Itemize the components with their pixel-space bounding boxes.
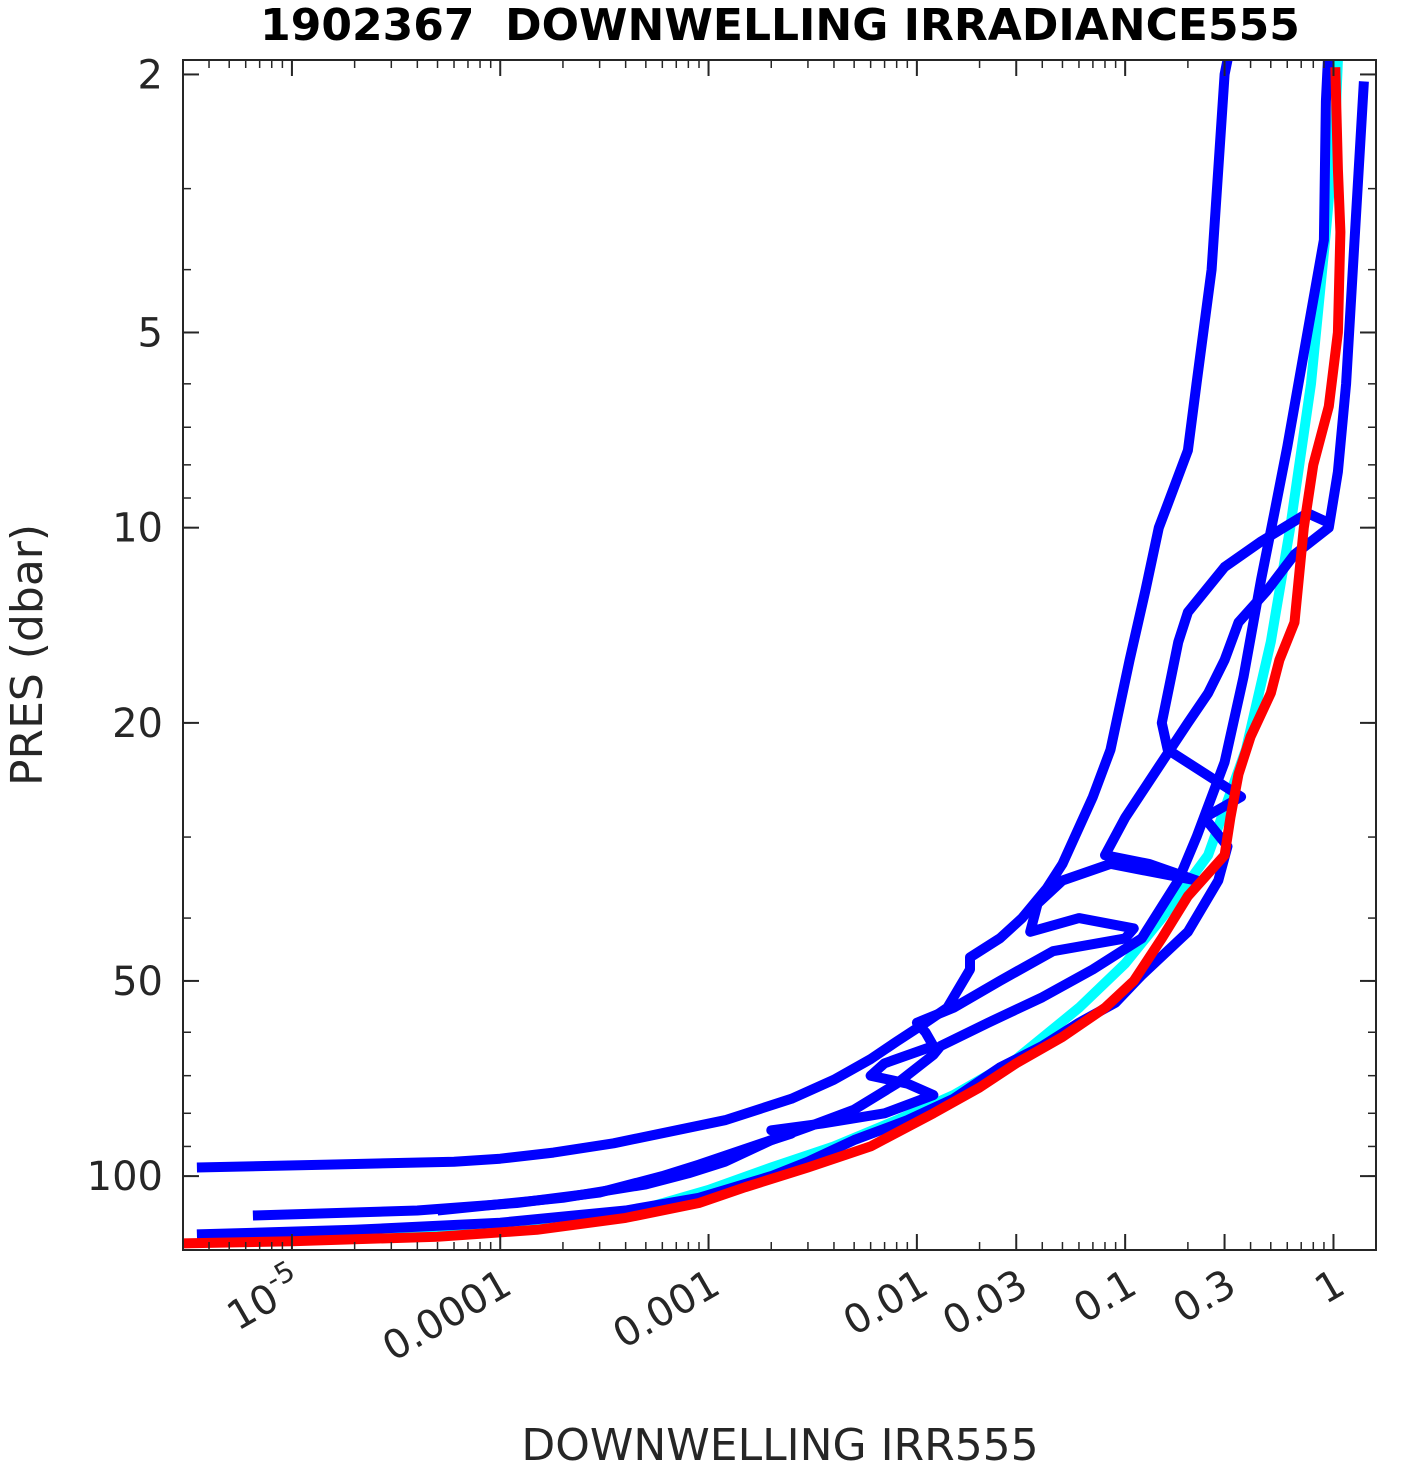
chart-title: 1902367 DOWNWELLING IRRADIANCE555 [260,0,1300,51]
x-tick-label: 0.001 [605,1261,727,1358]
series-line-3 [252,59,1333,1221]
y-tick-label: 10 [112,506,163,552]
series-line-2 [196,59,1233,1173]
y-tick-label: 100 [87,1154,163,1200]
x-tick-label: 0.01 [836,1261,936,1345]
y-minor-ticks [183,73,1376,1177]
x-tick-label: 1 [1307,1261,1352,1314]
series-layer [182,59,1369,1249]
y-tick-label: 2 [138,52,163,98]
x-tick-label: 0.0001 [375,1261,519,1371]
x-tick-label: 10-5 [216,1254,311,1340]
x-tick-label: 0.1 [1066,1261,1144,1333]
x-tick-label: 0.03 [935,1261,1035,1345]
x-axis-label: DOWNWELLING IRR555 [521,1420,1038,1464]
series-line-6 [182,67,1346,1249]
y-tick-label: 20 [112,701,163,747]
x-tick-label: 0.3 [1165,1261,1243,1333]
y-tick-label: 5 [138,310,163,356]
y-axis-label: PRES (dbar) [2,524,53,786]
y-tick-label: 50 [112,959,163,1005]
series-line-4 [436,81,1369,1216]
x-minor-ticks [182,60,1335,1250]
plot-area: 10-5 0.0001 0.001 0.01 0.03 0.1 0.3 1 2 5 10 20 50 1… [87,52,1377,1371]
y-ticks: 2 5 10 20 50 100 [87,52,1376,1200]
axes-box [182,59,1377,1251]
